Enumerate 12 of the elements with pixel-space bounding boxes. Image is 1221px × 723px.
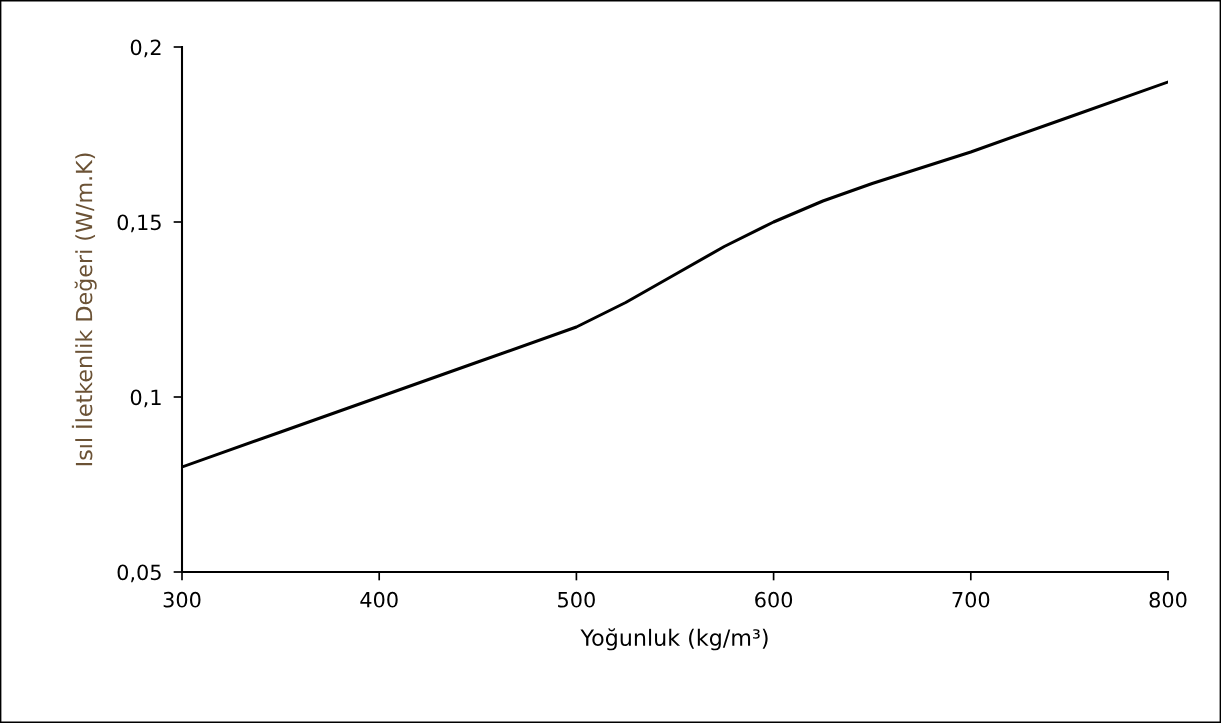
y-axis-title: Isıl İletkenlik Değeri (W/m.K) — [71, 153, 97, 466]
x-axis-title: Yoğunluk (kg/m³) — [580, 628, 768, 651]
y-tick-label: 0,05 — [117, 564, 161, 583]
x-tick-label: 500 — [558, 591, 595, 608]
x-tick-label: 400 — [360, 591, 398, 608]
y-tick-label: 0,15 — [117, 214, 161, 233]
x-tick-label: 300 — [163, 591, 201, 608]
y-tick-label: 0,1 — [130, 389, 161, 408]
x-tick-label: 700 — [952, 591, 990, 608]
x-tick-label: 800 — [1149, 591, 1187, 608]
x-tick-label: 600 — [755, 591, 793, 608]
y-tick-label: 0,2 — [130, 39, 161, 58]
